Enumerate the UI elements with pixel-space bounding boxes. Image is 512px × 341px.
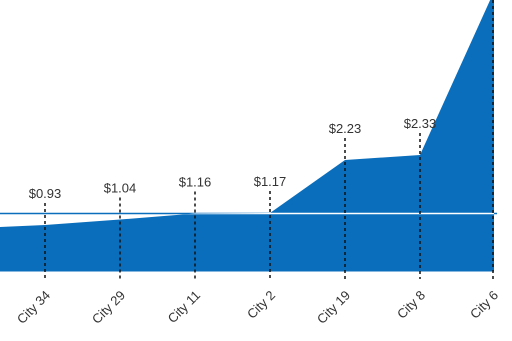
x-tick-label: City 2 — [244, 288, 278, 322]
value-label: $2.33 — [404, 116, 437, 131]
value-label: $2.23 — [329, 121, 362, 136]
x-tick-label: City 8 — [394, 288, 428, 322]
value-label: $0.93 — [29, 186, 62, 201]
x-tick-label: City 11 — [165, 288, 204, 327]
x-tick-label: City 29 — [89, 288, 128, 327]
value-label: $1.16 — [179, 175, 212, 190]
value-label: $1.17 — [254, 174, 287, 189]
x-tick-label: City 34 — [14, 288, 53, 327]
value-label: $1.04 — [104, 181, 137, 196]
area — [0, 0, 494, 272]
x-tick-label: City 6 — [467, 288, 501, 322]
x-tick-label: City 19 — [314, 288, 353, 327]
